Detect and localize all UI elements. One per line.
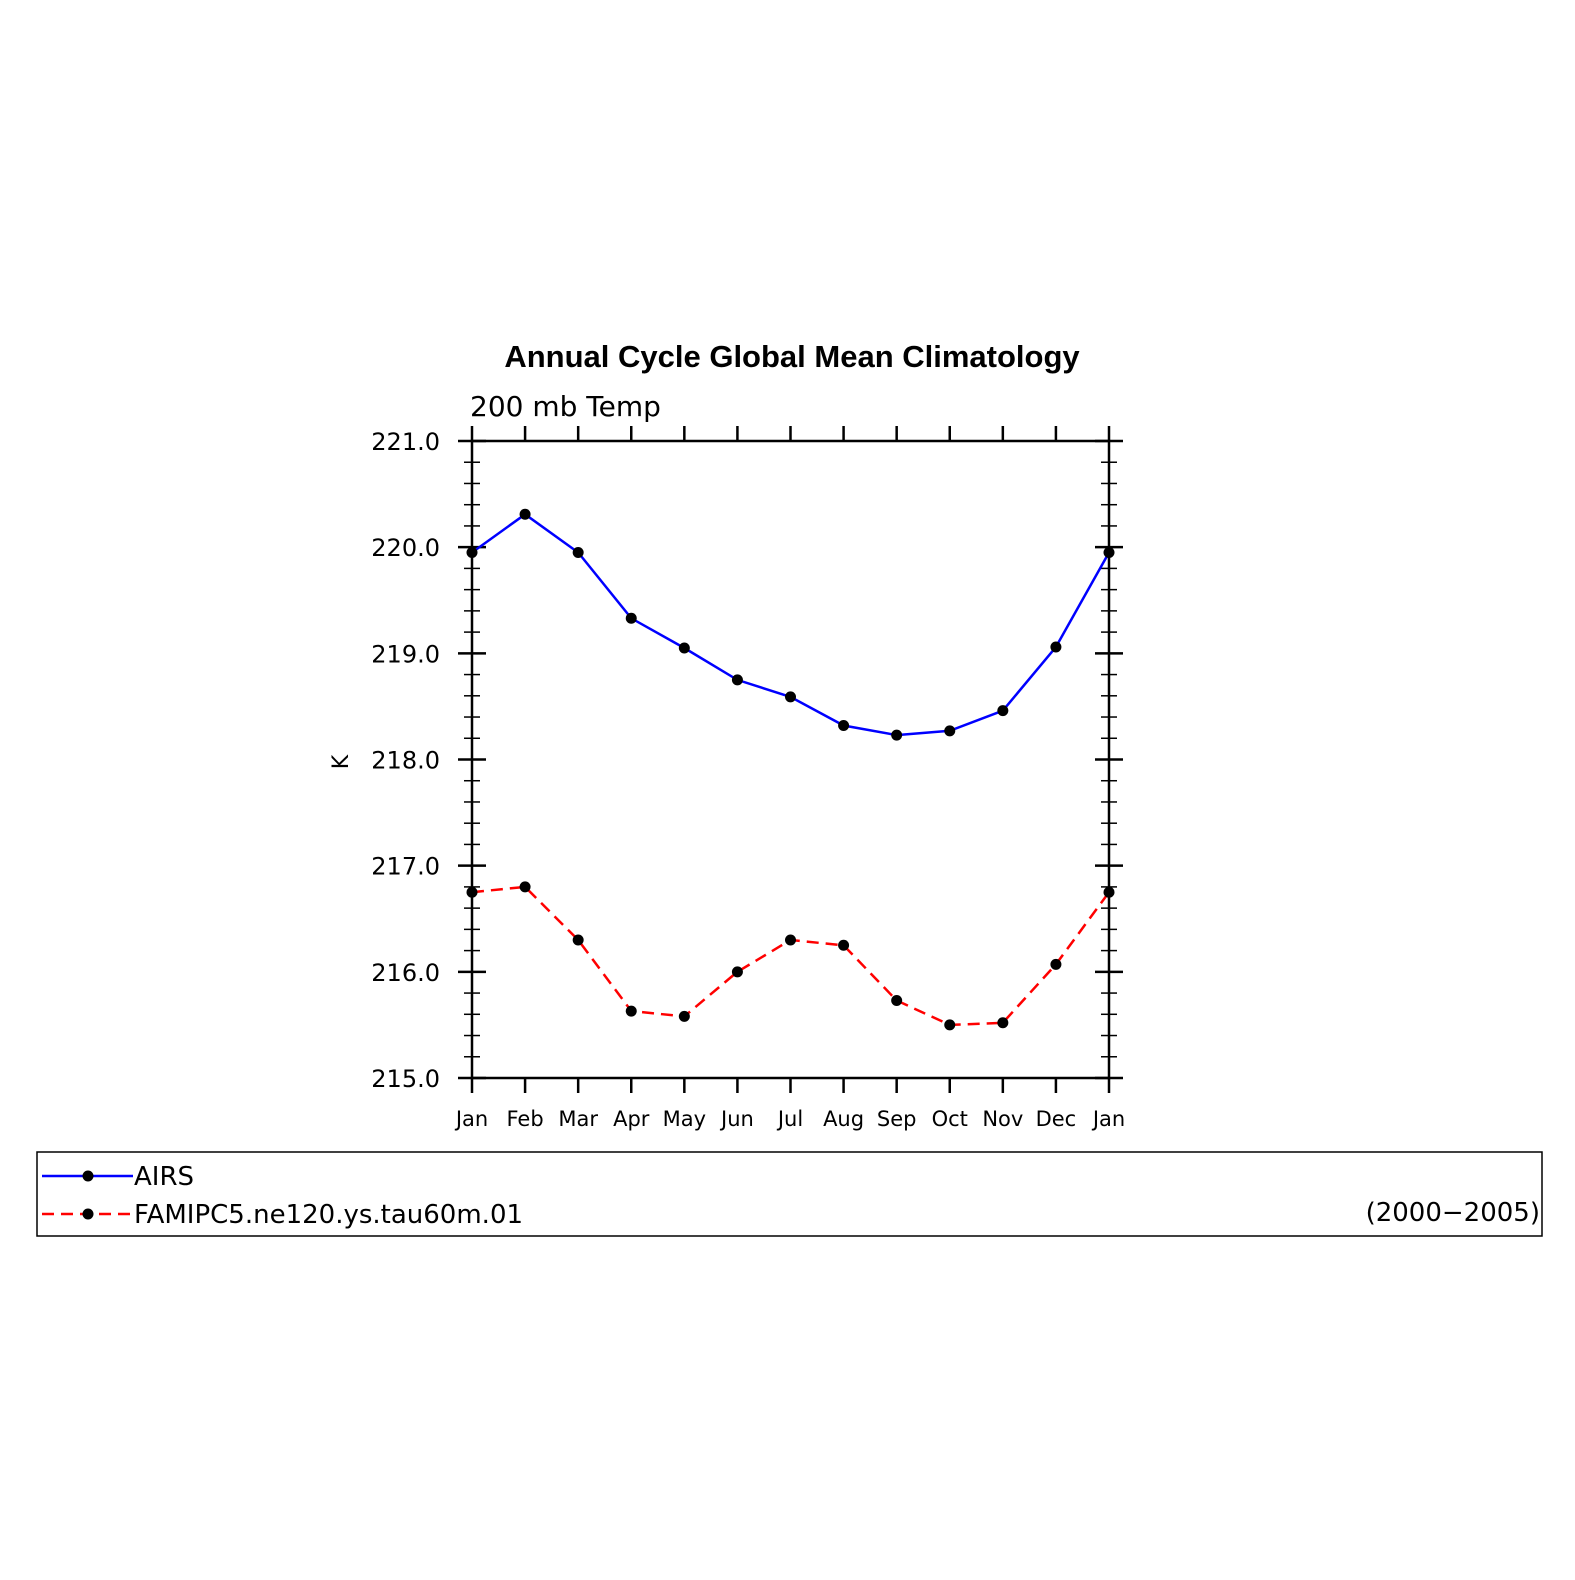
chart-subtitle: 200 mb Temp — [470, 390, 661, 423]
x-tick-label: Feb — [506, 1107, 543, 1131]
legend: (2000−2005) AIRS FAMIPC5.ne120.ys.tau60m.… — [36, 1151, 1543, 1237]
series-1-point — [731, 674, 743, 686]
series-2-point — [944, 1019, 956, 1031]
series-2-point — [1050, 958, 1062, 970]
x-tick-label: Jul — [776, 1107, 803, 1131]
x-tick-label: Jun — [719, 1107, 754, 1131]
chart-title: Annual Cycle Global Mean Climatology — [504, 339, 1080, 374]
series-1-point — [572, 546, 584, 558]
series-1-point — [944, 725, 956, 737]
y-tick-label: 221.0 — [371, 428, 440, 456]
legend-label-1: AIRS — [134, 1162, 194, 1192]
series-2-point — [625, 1005, 637, 1017]
series-2-point — [891, 994, 903, 1006]
y-tick-label: 215.0 — [371, 1065, 440, 1093]
series-1-point — [678, 642, 690, 654]
y-tick-label: 220.0 — [371, 534, 440, 562]
series-2-point — [997, 1017, 1009, 1029]
legend-note: (2000−2005) — [1366, 1198, 1540, 1228]
series-1-point — [891, 729, 903, 741]
x-tick-label: May — [663, 1107, 706, 1131]
series-1-point — [466, 546, 478, 558]
y-tick-label: 216.0 — [371, 959, 440, 987]
x-tick-label: Jan — [1091, 1107, 1125, 1131]
series-2-point — [838, 939, 850, 951]
series-2-point — [785, 934, 796, 946]
series-1-point — [785, 691, 796, 703]
series-1-point — [1050, 641, 1062, 653]
series-1-point — [625, 612, 637, 624]
series-2-point — [466, 886, 478, 898]
y-tick-label: 219.0 — [371, 640, 440, 668]
series-2-point — [678, 1010, 690, 1022]
x-tick-label: Aug — [823, 1107, 864, 1131]
x-tick-label: Dec — [1036, 1107, 1077, 1131]
series-2-point — [1103, 886, 1115, 898]
series-layer — [466, 508, 1115, 1031]
x-tick-label: Mar — [558, 1107, 598, 1131]
legend-label-2: FAMIPC5.ne120.ys.tau60m.01 — [134, 1200, 523, 1230]
series-1-point — [519, 508, 531, 520]
series-1-point — [838, 720, 850, 732]
x-tick-label: Oct — [932, 1107, 968, 1131]
legend-marker-1 — [82, 1170, 94, 1182]
series-2-point — [519, 881, 531, 893]
series-1-point — [997, 705, 1009, 717]
axes-layer: 215.0 216.0 217.0 218.0 219.0 220.0 221.0 Jan Fe… — [371, 426, 1125, 1131]
x-tick-label: Apr — [613, 1107, 650, 1131]
x-tick-label: Nov — [982, 1107, 1023, 1131]
legend-marker-2 — [82, 1208, 94, 1220]
series-2-point — [731, 966, 743, 978]
series-2-point — [572, 934, 584, 946]
y-axis-label: K — [329, 754, 354, 769]
legend-box — [36, 1151, 1543, 1237]
series-line-2 — [471, 885, 1111, 1027]
plot-frame — [470, 439, 1111, 1080]
x-tick-label: Jan — [454, 1107, 488, 1131]
y-tick-label: 217.0 — [371, 853, 440, 881]
y-tick-label: 218.0 — [371, 747, 440, 775]
series-1-point — [1103, 546, 1115, 558]
x-tick-label: Sep — [877, 1107, 917, 1131]
